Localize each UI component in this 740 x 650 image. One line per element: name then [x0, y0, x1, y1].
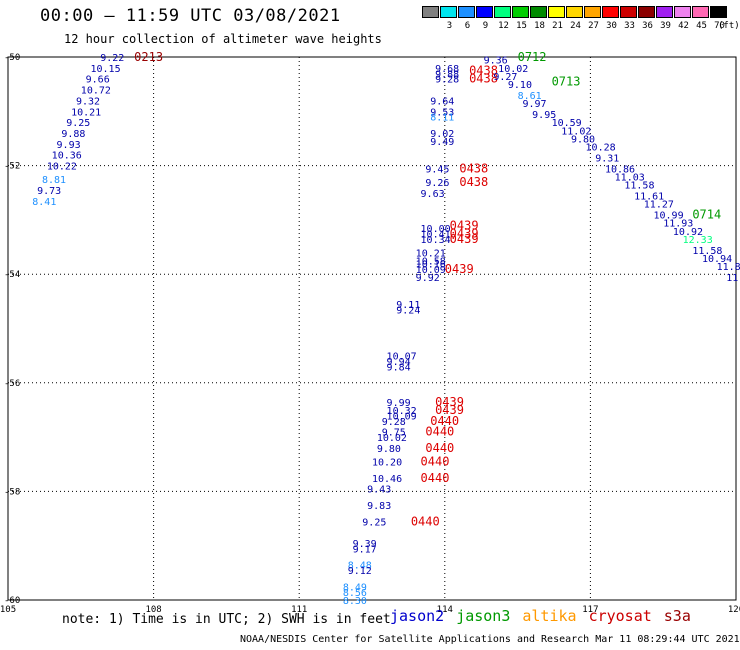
y-tick-label: -56: [4, 379, 20, 389]
wave-height-point: 10.15: [91, 64, 121, 75]
wave-height-point: 9.64: [430, 96, 454, 107]
wave-height-point: 9.25: [66, 118, 90, 129]
y-tick-label: -54: [4, 270, 20, 280]
wave-height-point: 10.02: [377, 433, 407, 444]
y-tick-label: -50: [4, 53, 20, 63]
pass-time-label: 0440: [425, 425, 454, 439]
legend-entry-cryosat: cryosat: [589, 607, 652, 625]
pass-time-label: 0440: [411, 514, 440, 528]
pass-time-label: 0440: [421, 471, 450, 485]
x-tick-label: 120: [728, 605, 740, 615]
wave-height-point: 8.81: [42, 175, 66, 186]
wave-height-point: 9.25: [362, 517, 386, 528]
legend-entry-jason2: jason2: [390, 607, 444, 625]
chart-note: note: 1) Time is in UTC; 2) SWH is in fe…: [62, 612, 391, 627]
wave-height-point: 9.49: [430, 137, 454, 148]
pass-time-label: 0438: [459, 161, 488, 175]
wave-height-point: 11.58: [624, 181, 654, 192]
pass-time-label: 0713: [552, 74, 581, 88]
wave-height-point: 9.97: [522, 99, 546, 110]
wave-height-point: 10.21: [71, 107, 101, 118]
wave-height-point: 8.11: [430, 113, 454, 124]
wave-height-point: 9.45: [425, 164, 449, 175]
wave-height-point: 9.22: [100, 53, 124, 64]
wave-height-point: 9.12: [348, 566, 372, 577]
wave-height-point: 9.83: [367, 501, 391, 512]
wave-height-point: 10.28: [586, 143, 616, 154]
wave-height-point: 10.34: [421, 235, 451, 246]
y-tick-label: -52: [4, 162, 20, 172]
wave-height-point: 9.63: [421, 189, 445, 200]
pass-time-label: 0439: [450, 232, 479, 246]
wave-height-point: 9.92: [416, 273, 440, 284]
chart-footer: NOAA/NESDIS Center for Satellite Applica…: [240, 634, 740, 645]
wave-height-point: 10.46: [372, 474, 402, 485]
wave-height-point: 11.27: [644, 200, 674, 211]
pass-time-label: 0440: [421, 455, 450, 469]
legend-entry-s3a: s3a: [664, 607, 691, 625]
wave-height-point: 10.36: [52, 151, 82, 162]
wave-height-point: 9.43: [367, 485, 391, 496]
wave-height-plot: 105108111114117120-50-52-54-56-58-609.22…: [0, 0, 740, 650]
pass-time-label: 0439: [445, 262, 474, 276]
wave-height-point: 11.6: [726, 273, 740, 284]
wave-height-point: 9.28: [435, 75, 459, 86]
legend-entry-altika: altika: [522, 607, 576, 625]
wave-height-point: 9.80: [377, 444, 401, 455]
pass-time-label: 0438: [459, 175, 488, 189]
wave-height-point: 10.72: [81, 86, 111, 97]
wave-height-point: 9.28: [382, 417, 406, 428]
wave-height-point: 9.73: [37, 186, 61, 197]
wave-height-point: 9.84: [387, 363, 411, 374]
wave-height-point: 8.41: [32, 197, 56, 208]
wave-height-point: 9.24: [396, 305, 420, 316]
wave-height-point: 11.87: [717, 262, 740, 273]
wave-height-point: 9.17: [353, 544, 377, 555]
pass-time-label: 0440: [425, 441, 454, 455]
wave-height-point: 10.20: [372, 458, 402, 469]
wave-height-point: 9.26: [425, 178, 449, 189]
wave-height-point: 10.22: [47, 162, 77, 173]
wave-height-point: 9.66: [86, 75, 110, 86]
satellite-legend: jason2 jason3 altika cryosat s3a: [390, 607, 703, 625]
wave-height-point: 9.10: [508, 80, 532, 91]
legend-entry-jason3: jason3: [456, 607, 510, 625]
wave-height-point: 9.31: [595, 153, 619, 164]
wave-height-point: 8.30: [343, 596, 367, 607]
wave-height-point: 9.32: [76, 96, 100, 107]
pass-time-label: 0714: [692, 207, 721, 221]
y-tick-label: -58: [4, 487, 20, 497]
pass-time-label: 0712: [518, 50, 547, 64]
y-tick-label: -60: [4, 596, 20, 606]
wave-height-point: 9.88: [61, 129, 85, 140]
x-tick-label: 105: [0, 605, 16, 615]
wave-height-point: 9.93: [57, 140, 81, 151]
wave-height-point: 12.33: [683, 235, 713, 246]
pass-time-label: 0213: [134, 50, 163, 64]
